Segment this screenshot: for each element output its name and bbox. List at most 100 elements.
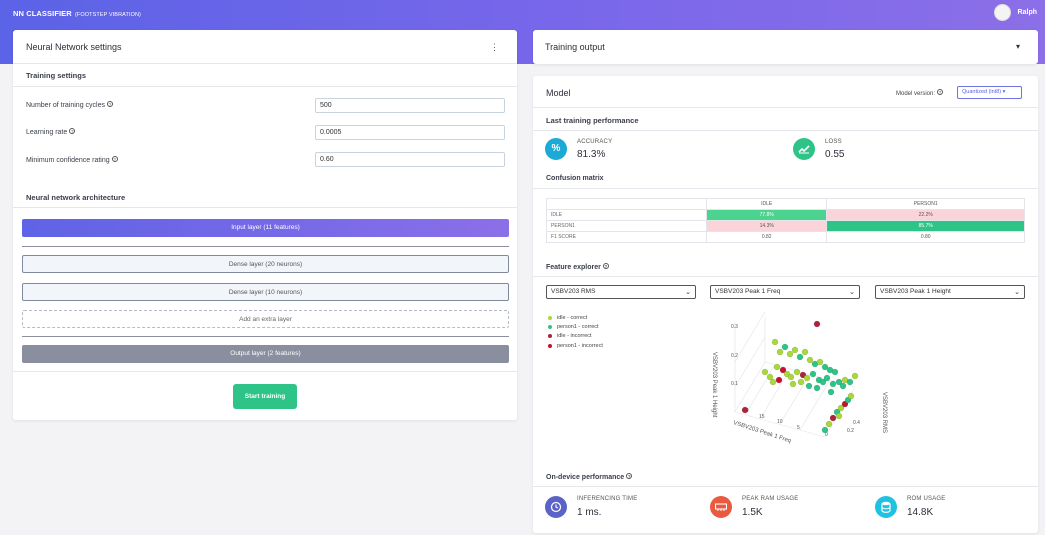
legend-item[interactable]: person1 - correct <box>548 324 599 330</box>
scatter-point[interactable] <box>829 414 837 422</box>
more-options-icon[interactable]: ⋮ <box>490 42 499 52</box>
scatter-point[interactable] <box>771 338 779 346</box>
divider <box>13 86 517 87</box>
scatter-point[interactable] <box>793 368 801 376</box>
percent-icon: % <box>545 138 567 160</box>
scatter-point[interactable] <box>829 380 837 388</box>
training-settings-title: Training settings <box>26 71 87 80</box>
feature-z-select[interactable]: VSBV203 Peak 1 Height ⌄ <box>875 285 1025 299</box>
feature-explorer-title: Feature explorer? <box>546 263 609 271</box>
scatter-point[interactable] <box>786 350 794 358</box>
model-version-select[interactable]: Quantized (int8) ▾ <box>957 86 1022 99</box>
x-tick: 5 <box>797 425 800 431</box>
scatter-point[interactable] <box>837 404 845 412</box>
scatter-point[interactable] <box>803 374 811 382</box>
loss-value: 0.55 <box>825 149 845 160</box>
scatter-point[interactable] <box>813 320 821 328</box>
scatter-point[interactable] <box>816 358 824 366</box>
scatter-point[interactable] <box>761 368 769 376</box>
table-row: F1 SCORE 0.82 0.80 <box>546 231 1025 243</box>
help-icon[interactable]: ? <box>626 473 633 479</box>
accuracy-label: ACCURACY <box>577 139 613 145</box>
training-cycles-input[interactable]: 500 <box>315 98 505 113</box>
scatter-point[interactable] <box>847 392 855 400</box>
scatter-point[interactable] <box>835 378 843 386</box>
help-icon[interactable]: ? <box>106 101 113 107</box>
avatar[interactable] <box>993 4 1011 21</box>
legend-item[interactable]: idle - incorrect <box>548 333 592 339</box>
scatter-point[interactable] <box>776 348 784 356</box>
scatter-point[interactable] <box>835 412 843 420</box>
dense-layer-1[interactable]: Dense layer (20 neurons) <box>22 255 509 273</box>
scatter-point[interactable] <box>781 343 789 351</box>
scatter-point[interactable] <box>851 372 859 380</box>
divider <box>533 107 1038 108</box>
scatter-point[interactable] <box>813 384 821 392</box>
table-row: PERSON1 14.3% 85.7% <box>546 220 1025 232</box>
user-menu[interactable]: Ralph <box>993 4 1037 21</box>
scatter-point[interactable] <box>796 353 804 361</box>
user-name[interactable]: Ralph <box>1017 9 1037 16</box>
scatter-point[interactable] <box>789 380 797 388</box>
x-tick: 10 <box>777 419 783 425</box>
legend-item[interactable]: idle - correct <box>548 315 587 321</box>
add-layer-button[interactable]: Add an extra layer <box>22 310 509 328</box>
scatter-point[interactable] <box>819 378 827 386</box>
table-row: IDLE PERSON1 <box>546 198 1025 210</box>
chevron-down-icon: ⌄ <box>849 289 855 296</box>
scatter-point[interactable] <box>821 363 829 371</box>
help-icon[interactable]: ? <box>602 263 609 269</box>
scatter-point[interactable] <box>821 426 829 434</box>
training-output-card[interactable]: Training output ▾ <box>533 30 1038 64</box>
legend-dot <box>548 344 552 348</box>
scatter-point[interactable] <box>846 378 854 386</box>
ram-label: PEAK RAM USAGE <box>742 496 799 502</box>
scatter-point[interactable] <box>825 420 833 428</box>
scatter-point[interactable] <box>797 378 805 386</box>
feature-y-select[interactable]: VSBV203 Peak 1 Freq ⌄ <box>710 285 860 299</box>
input-layer[interactable]: Input layer (11 features) <box>22 219 509 237</box>
legend-item[interactable]: person1 - incorrect <box>548 343 603 349</box>
scatter-point[interactable] <box>775 376 783 384</box>
divider <box>13 63 517 64</box>
scatter-point[interactable] <box>741 406 749 414</box>
y-tick: 0.1 <box>731 381 738 387</box>
scatter-point[interactable] <box>809 370 817 378</box>
scatter-point[interactable] <box>779 366 787 374</box>
chevron-down-icon[interactable]: ▾ <box>1015 42 1020 51</box>
clock-icon <box>545 496 567 518</box>
z-tick: 0 <box>825 432 828 438</box>
learning-rate-input[interactable]: 0.0005 <box>315 125 505 140</box>
model-title: Model <box>546 88 571 98</box>
feature-scatter-3d[interactable]: VSBV203 Peak 1 Height VSBV203 Peak 1 Fre… <box>705 312 895 447</box>
scatter-point[interactable] <box>773 363 781 371</box>
output-layer[interactable]: Output layer (2 features) <box>22 345 509 363</box>
scatter-point[interactable] <box>801 348 809 356</box>
database-icon <box>875 496 897 518</box>
scatter-point[interactable] <box>823 374 831 382</box>
scatter-point[interactable] <box>766 373 774 381</box>
x-tick: 15 <box>759 414 765 420</box>
divider <box>533 188 1038 189</box>
scatter-point[interactable] <box>839 382 847 390</box>
help-icon[interactable]: ? <box>69 128 76 134</box>
scatter-point[interactable] <box>805 382 813 390</box>
y-tick: 0.3 <box>731 324 738 330</box>
start-training-button[interactable]: Start training <box>233 384 297 409</box>
legend-dot <box>548 334 552 338</box>
help-icon[interactable]: ? <box>111 156 118 162</box>
scatter-point[interactable] <box>806 356 814 364</box>
scatter-point[interactable] <box>831 368 839 376</box>
nn-architecture-title: Neural network architecture <box>26 193 126 202</box>
row-label: PERSON1 <box>546 220 707 232</box>
min-confidence-input[interactable]: 0.60 <box>315 152 505 167</box>
ram-value: 1.5K <box>742 507 763 518</box>
scatter-point[interactable] <box>769 378 777 386</box>
help-icon[interactable]: ? <box>937 89 944 95</box>
chevron-down-icon: ⌄ <box>685 289 691 296</box>
scatter-point[interactable] <box>827 388 835 396</box>
feature-x-select[interactable]: VSBV203 RMS ⌄ <box>546 285 696 299</box>
scatter-point[interactable] <box>787 373 795 381</box>
scatter-point[interactable] <box>791 346 799 354</box>
dense-layer-2[interactable]: Dense layer (10 neurons) <box>22 283 509 301</box>
